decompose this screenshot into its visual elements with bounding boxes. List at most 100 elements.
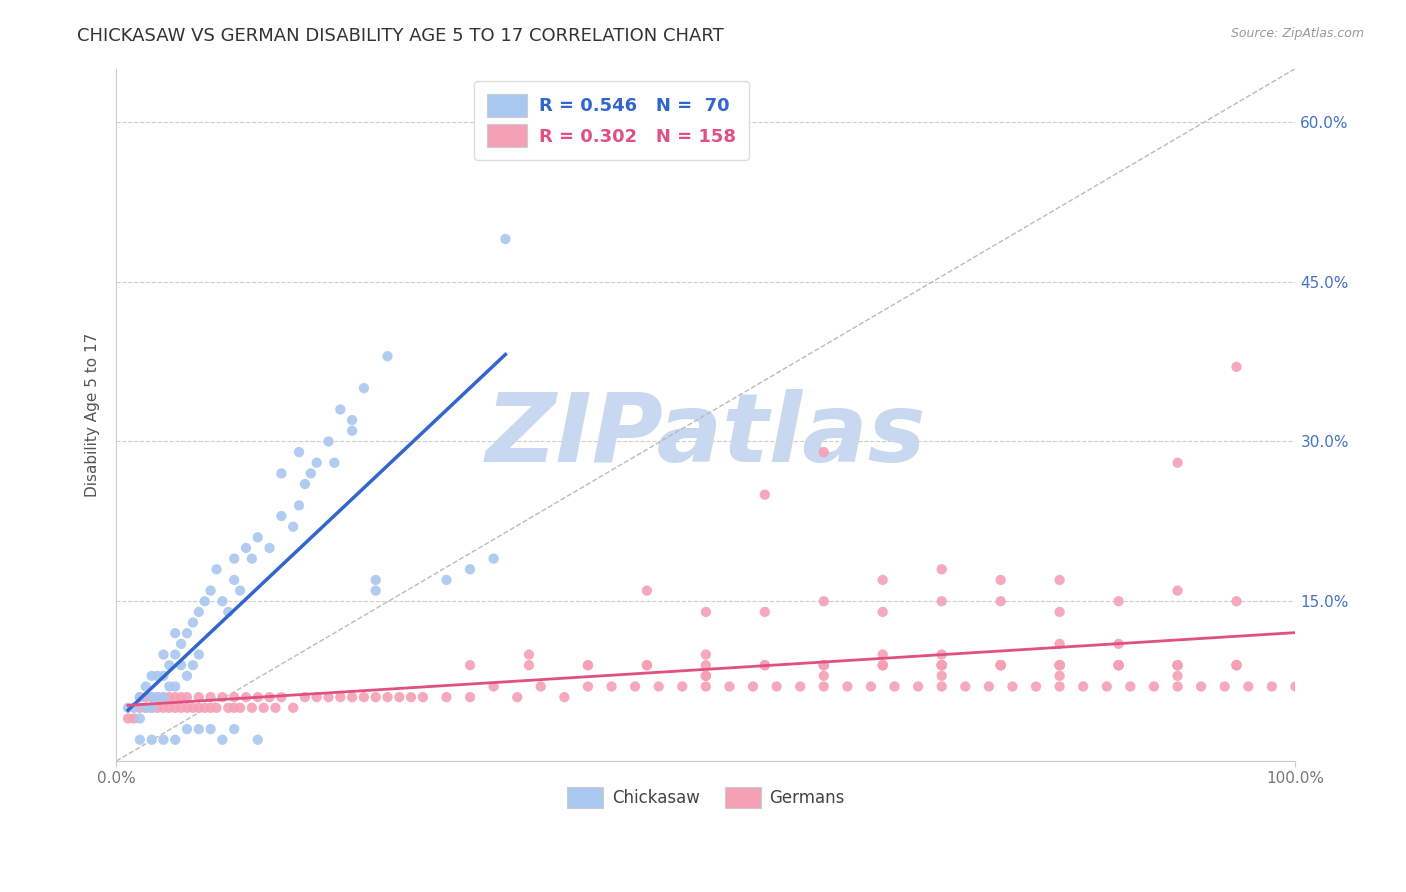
Point [135,680,157,694]
Point [990,658,1012,673]
Point [1049,680,1071,694]
Point [259,541,281,555]
Point [990,658,1012,673]
Point [482,551,505,566]
Point [754,658,776,673]
Point [224,722,246,736]
Point [200,583,222,598]
Point [176,690,198,705]
Point [600,680,623,694]
Point [636,583,658,598]
Point [872,658,894,673]
Point [1108,658,1130,673]
Point [141,732,163,747]
Point [200,701,222,715]
Point [388,690,411,705]
Point [135,701,157,715]
Point [517,658,540,673]
Point [170,701,193,715]
Point [931,594,953,608]
Point [553,690,575,705]
Text: CHICKASAW VS GERMAN DISABILITY AGE 5 TO 17 CORRELATION CHART: CHICKASAW VS GERMAN DISABILITY AGE 5 TO … [77,27,724,45]
Point [1108,658,1130,673]
Point [217,605,239,619]
Point [1119,680,1142,694]
Point [1049,605,1071,619]
Point [135,701,157,715]
Point [765,680,787,694]
Point [340,690,363,705]
Point [165,680,187,694]
Point [789,680,811,694]
Point [813,594,835,608]
Point [859,680,882,694]
Point [240,551,263,566]
Point [931,669,953,683]
Point [1001,680,1024,694]
Point [128,690,150,705]
Point [1025,680,1047,694]
Point [128,711,150,725]
Point [990,658,1012,673]
Point [530,680,553,694]
Point [742,680,765,694]
Point [990,658,1012,673]
Point [1237,680,1260,694]
Point [170,658,193,673]
Point [141,669,163,683]
Point [990,658,1012,673]
Point [146,701,169,715]
Point [813,658,835,673]
Point [229,701,252,715]
Point [1108,637,1130,651]
Point [695,605,717,619]
Point [235,690,257,705]
Point [813,658,835,673]
Point [181,615,204,630]
Point [294,477,316,491]
Point [288,499,311,513]
Point [1167,669,1189,683]
Point [281,519,304,533]
Point [211,594,233,608]
Point [246,690,269,705]
Point [1225,658,1247,673]
Point [170,690,193,705]
Point [458,690,481,705]
Point [246,732,269,747]
Point [883,680,905,694]
Point [176,722,198,736]
Point [931,658,953,673]
Point [1108,658,1130,673]
Point [1167,658,1189,673]
Point [200,690,222,705]
Point [187,605,209,619]
Point [931,648,953,662]
Point [931,658,953,673]
Point [1095,680,1118,694]
Text: ZIPatlas: ZIPatlas [485,389,927,482]
Point [458,562,481,576]
Point [194,594,217,608]
Point [754,605,776,619]
Point [1189,680,1212,694]
Point [157,690,180,705]
Point [1225,658,1247,673]
Point [165,648,187,662]
Point [1213,680,1236,694]
Point [235,541,257,555]
Point [240,701,263,715]
Point [1049,573,1071,587]
Point [157,680,180,694]
Point [1049,658,1071,673]
Point [288,445,311,459]
Point [364,583,387,598]
Point [141,701,163,715]
Point [364,573,387,587]
Point [176,626,198,640]
Point [329,690,352,705]
Point [1225,359,1247,374]
Point [576,680,599,694]
Point [305,690,328,705]
Point [1225,658,1247,673]
